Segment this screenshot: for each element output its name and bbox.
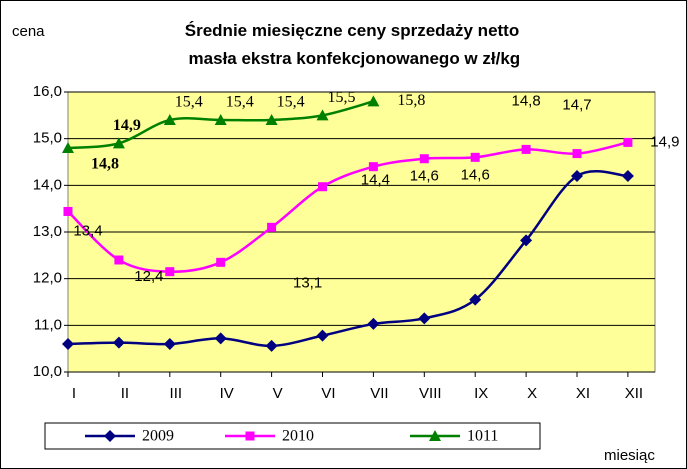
x-axis-label: miesiąc [604,447,655,464]
data-label: 15,5 [328,89,356,106]
y-tick-label: 13,0 [33,223,62,240]
marker [429,430,441,441]
x-tick-label: V [273,385,283,402]
marker [62,338,74,350]
marker [114,255,124,265]
x-tick-label: X [527,385,537,402]
marker [621,170,634,182]
marker [318,182,327,192]
marker [368,162,378,172]
marker [470,152,480,162]
y-tick-label: 14,0 [33,176,62,193]
marker [265,114,278,125]
data-label: 13,4 [73,222,102,239]
legend-label: 2010 [282,428,314,445]
x-tick-label: VIII [419,385,442,402]
marker [112,336,125,349]
data-label: 14,9 [113,117,141,134]
data-label: 14,7 [562,97,591,114]
marker [367,317,380,330]
y-tick-label: 16,0 [33,83,62,100]
x-tick-label: XI [576,385,590,402]
marker [419,154,429,164]
y-tick-label: 12,0 [33,270,62,287]
marker [112,137,125,149]
marker [267,222,277,232]
marker [571,170,583,182]
data-label: 15,8 [397,92,425,109]
x-tick-label: VII [370,385,388,402]
data-label: 14,9 [650,133,679,150]
x-tick-label: IV [220,385,234,402]
data-label: 14,6 [410,168,439,185]
data-label: 14,6 [461,166,490,183]
marker [163,338,176,350]
marker [245,431,255,441]
marker [104,430,116,442]
y-tick-label: 11,0 [34,316,62,333]
marker [367,95,380,107]
x-tick-label: VI [321,385,335,402]
data-label: 14,8 [91,156,119,173]
marker [163,114,176,125]
marker [265,339,278,352]
data-label: 14,4 [361,172,390,189]
data-label: 15,4 [175,94,203,111]
y-tick-label: 15,0 [33,130,62,147]
data-label: 15,4 [226,94,254,111]
data-label: 12,4 [134,268,163,285]
marker [469,293,482,306]
data-label: 14,8 [511,92,540,109]
marker [316,109,329,121]
marker [214,332,227,345]
data-label: 13,1 [293,274,322,291]
y-tick-label: 10,0 [33,363,62,380]
marker [214,114,227,125]
marker [418,312,431,325]
legend-label: 2009 [142,428,174,445]
marker [572,149,582,159]
x-tick-label: XII [625,385,643,402]
marker [63,206,73,216]
x-tick-label: I [72,385,76,402]
x-tick-label: IX [474,385,488,402]
marker [520,234,533,247]
data-label: 15,4 [277,94,305,111]
y-axis-label: cena [12,23,45,40]
chart-title: Średnie miesięczne ceny sprzedaży netto … [184,21,520,68]
x-tick-label: III [170,385,183,402]
legend-label: 1011 [467,428,498,445]
marker [316,329,329,342]
marker [62,142,74,153]
marker [623,137,633,147]
marker [521,144,531,154]
marker [165,267,175,277]
marker [216,257,226,267]
x-tick-label: II [121,385,129,402]
